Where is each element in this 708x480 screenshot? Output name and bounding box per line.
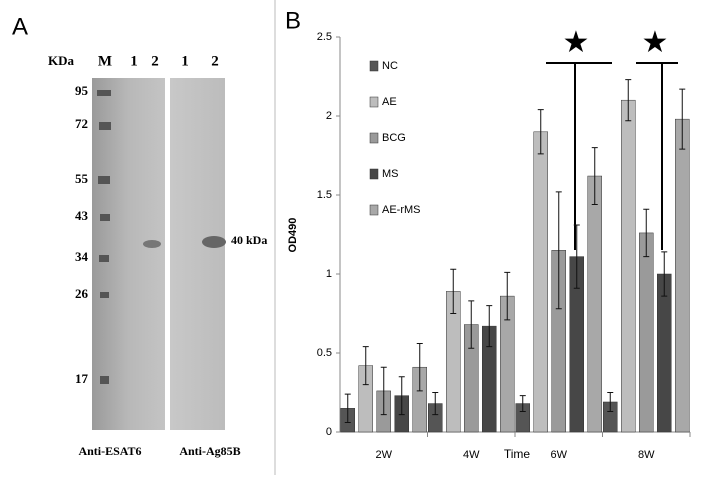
error-bar <box>661 251 668 297</box>
error-bar <box>607 392 614 412</box>
legend-swatch <box>369 168 379 180</box>
y-tick-label: 2.5 <box>317 31 332 43</box>
error-bar <box>573 224 580 289</box>
error-bar <box>591 147 598 205</box>
star: ★ <box>563 26 590 59</box>
lane-label: M <box>98 53 112 69</box>
error-bar <box>643 208 650 258</box>
lane-label: 2 <box>211 53 219 69</box>
bar <box>533 131 548 433</box>
error-bar <box>450 268 457 314</box>
error-bar <box>679 88 686 150</box>
error-bar <box>380 366 387 416</box>
bar <box>639 232 654 433</box>
legend-label: MS <box>382 168 399 180</box>
antibody-label: Anti-ESAT6 <box>78 444 141 458</box>
bar <box>657 273 672 433</box>
marker-bands <box>97 90 111 384</box>
significance-brackets <box>546 62 678 250</box>
x-axis-label: Time <box>504 447 531 461</box>
error-bar <box>486 305 493 348</box>
legend-label: AE <box>382 96 397 108</box>
marker-label: 43 <box>75 208 89 223</box>
bar <box>587 175 602 433</box>
error-bar <box>468 300 475 349</box>
y-axis-label: OD490 <box>287 218 299 253</box>
legend-swatch <box>369 96 379 108</box>
antibody-label: Anti-Ag85B <box>179 444 240 458</box>
x-tick-label: 2W <box>376 449 393 461</box>
panel-label: B <box>285 7 301 34</box>
y-tick-label: 0 <box>326 426 332 438</box>
blot-band <box>202 236 226 248</box>
marker-label: 55 <box>75 171 89 186</box>
error-bar <box>344 393 351 424</box>
lane-label: 1 <box>181 53 189 69</box>
unit-label: KDa <box>48 53 75 68</box>
legend-swatch <box>369 60 379 72</box>
error-bar <box>398 376 405 416</box>
blot-left <box>92 78 165 430</box>
x-tick-label: 8W <box>638 449 655 461</box>
band-label: 40 kDa <box>231 233 267 247</box>
marker-label: 17 <box>75 371 89 386</box>
error-bar <box>432 392 439 416</box>
legend-swatch <box>369 204 379 216</box>
blot-right <box>170 78 225 430</box>
marker-label: 26 <box>75 286 89 301</box>
error-bar <box>362 346 369 386</box>
error-bar <box>519 395 526 412</box>
panel-label: A <box>12 13 28 40</box>
error-bar <box>537 109 544 155</box>
bar <box>675 118 690 433</box>
y-tick-label: 2 <box>326 110 332 122</box>
lane-label: 2 <box>151 53 159 69</box>
bar <box>621 99 636 433</box>
y-tick-label: 0.5 <box>317 347 332 359</box>
marker-label: 34 <box>75 249 89 264</box>
error-bar <box>416 343 423 392</box>
error-bar <box>625 79 632 122</box>
legend-label: BCG <box>382 132 406 144</box>
y-tick-label: 1 <box>326 268 332 280</box>
x-tick-label: 6W <box>551 449 568 461</box>
blot-band <box>143 240 161 248</box>
legend-label: NC <box>382 60 398 72</box>
legend-swatch <box>369 132 379 144</box>
star: ★ <box>642 26 669 59</box>
marker-label: 95 <box>75 83 89 98</box>
marker-label: 72 <box>75 116 88 131</box>
lane-label: 1 <box>130 53 138 69</box>
error-bar <box>555 191 562 310</box>
error-bar <box>504 271 511 321</box>
y-tick-label: 1.5 <box>317 189 332 201</box>
legend-label: AE-rMS <box>382 204 421 216</box>
x-tick-label: 4W <box>463 449 480 461</box>
